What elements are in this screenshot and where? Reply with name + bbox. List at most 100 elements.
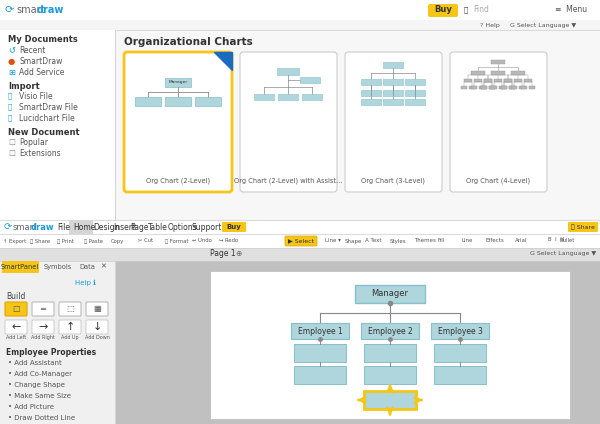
Text: 🔍: 🔍 xyxy=(464,7,468,13)
Text: Employee 1: Employee 1 xyxy=(298,326,343,335)
Text: • Add Co-Manager: • Add Co-Manager xyxy=(8,371,72,377)
Text: Org Chart (4-Level): Org Chart (4-Level) xyxy=(466,178,530,184)
Text: Recent: Recent xyxy=(19,46,46,55)
Text: Buy: Buy xyxy=(227,224,241,230)
Text: New Document: New Document xyxy=(8,128,80,137)
Bar xyxy=(519,86,525,89)
Bar xyxy=(479,86,485,89)
Text: ✕: ✕ xyxy=(100,264,106,270)
Bar xyxy=(361,99,381,105)
FancyBboxPatch shape xyxy=(59,302,81,316)
Text: ↑: ↑ xyxy=(65,322,74,332)
Text: Page 1: Page 1 xyxy=(210,249,236,259)
FancyBboxPatch shape xyxy=(124,52,232,192)
Text: B  I  U: B I U xyxy=(548,237,564,242)
Text: Add Left: Add Left xyxy=(6,335,26,340)
Bar xyxy=(294,344,346,362)
Text: ☐: ☐ xyxy=(8,149,15,158)
Text: draw: draw xyxy=(31,223,55,232)
Bar xyxy=(0,20,600,30)
Bar xyxy=(116,261,600,424)
Text: Manager: Manager xyxy=(371,290,409,298)
Text: ⎋ Share: ⎋ Share xyxy=(571,224,595,230)
FancyBboxPatch shape xyxy=(86,320,108,334)
Text: Insert: Insert xyxy=(113,223,135,232)
Text: Data: Data xyxy=(79,264,95,270)
Bar xyxy=(0,248,600,261)
Bar xyxy=(489,86,495,89)
Bar xyxy=(461,86,467,89)
Text: Support: Support xyxy=(192,223,223,232)
Bar xyxy=(469,86,475,89)
Text: smart: smart xyxy=(16,5,44,15)
FancyBboxPatch shape xyxy=(450,52,547,192)
Bar xyxy=(504,79,512,82)
Text: ≡  Menu: ≡ Menu xyxy=(555,6,587,14)
Text: Options: Options xyxy=(168,223,197,232)
Bar xyxy=(434,344,486,362)
Text: Fill: Fill xyxy=(438,238,445,243)
Text: ? Help: ? Help xyxy=(480,22,500,28)
Bar xyxy=(405,90,425,96)
FancyBboxPatch shape xyxy=(32,302,54,316)
Text: • Draw Dotted Line: • Draw Dotted Line xyxy=(8,415,75,421)
Bar xyxy=(481,86,487,89)
Bar xyxy=(195,97,221,106)
FancyBboxPatch shape xyxy=(428,4,458,17)
Text: Add Down: Add Down xyxy=(85,335,109,340)
Bar xyxy=(300,77,320,83)
Bar xyxy=(165,97,191,106)
Bar xyxy=(514,79,522,82)
Bar xyxy=(529,86,535,89)
Text: Manager: Manager xyxy=(169,80,188,84)
FancyBboxPatch shape xyxy=(345,52,442,192)
Text: Org Chart (3-Level): Org Chart (3-Level) xyxy=(361,178,425,184)
Bar xyxy=(135,97,161,106)
Text: Home: Home xyxy=(73,223,95,232)
Bar xyxy=(491,71,505,75)
Text: Lucidchart File: Lucidchart File xyxy=(19,114,75,123)
FancyBboxPatch shape xyxy=(5,320,27,334)
Text: ●: ● xyxy=(8,57,15,66)
Text: Organizational Charts: Organizational Charts xyxy=(124,37,253,47)
Text: ⎋ Print: ⎋ Print xyxy=(57,238,74,243)
Text: Symbols: Symbols xyxy=(44,264,72,270)
Bar xyxy=(291,323,349,339)
Text: Page: Page xyxy=(130,223,149,232)
Bar xyxy=(69,220,93,234)
Text: ↑ Export: ↑ Export xyxy=(3,238,26,243)
FancyBboxPatch shape xyxy=(2,261,39,273)
Bar xyxy=(277,68,299,75)
Text: Popular: Popular xyxy=(19,138,48,147)
Bar xyxy=(364,344,416,362)
Bar xyxy=(464,79,472,82)
Bar xyxy=(509,86,515,89)
Bar xyxy=(405,99,425,105)
Text: SmartPanel: SmartPanel xyxy=(1,264,39,270)
Text: ↓: ↓ xyxy=(92,322,101,332)
Bar xyxy=(484,79,492,82)
Bar xyxy=(361,90,381,96)
Text: • Change Shape: • Change Shape xyxy=(8,382,65,388)
Bar xyxy=(0,30,115,220)
Bar xyxy=(383,79,403,85)
FancyBboxPatch shape xyxy=(285,236,317,246)
Text: ⊞: ⊞ xyxy=(8,68,15,77)
FancyBboxPatch shape xyxy=(568,222,598,232)
Text: ☐: ☐ xyxy=(12,304,20,313)
Text: SmartDraw: SmartDraw xyxy=(19,57,62,66)
Text: • Add Picture: • Add Picture xyxy=(8,404,54,410)
Text: Bullet: Bullet xyxy=(560,238,575,243)
Bar xyxy=(364,391,416,409)
Text: ═: ═ xyxy=(41,304,46,313)
Text: Add Right: Add Right xyxy=(31,335,55,340)
Text: Table: Table xyxy=(148,223,168,232)
Text: 🔒: 🔒 xyxy=(8,114,12,120)
Text: G Select Language ▼: G Select Language ▼ xyxy=(530,251,596,257)
Bar xyxy=(491,86,497,89)
Text: ⬚: ⬚ xyxy=(66,304,74,313)
Text: ↩ Undo: ↩ Undo xyxy=(192,238,212,243)
Text: Buy: Buy xyxy=(434,6,452,14)
Text: Help ℹ: Help ℹ xyxy=(75,280,96,286)
Text: Add Up: Add Up xyxy=(61,335,79,340)
